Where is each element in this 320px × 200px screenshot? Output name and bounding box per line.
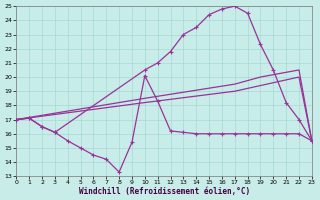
X-axis label: Windchill (Refroidissement éolien,°C): Windchill (Refroidissement éolien,°C) — [78, 187, 250, 196]
